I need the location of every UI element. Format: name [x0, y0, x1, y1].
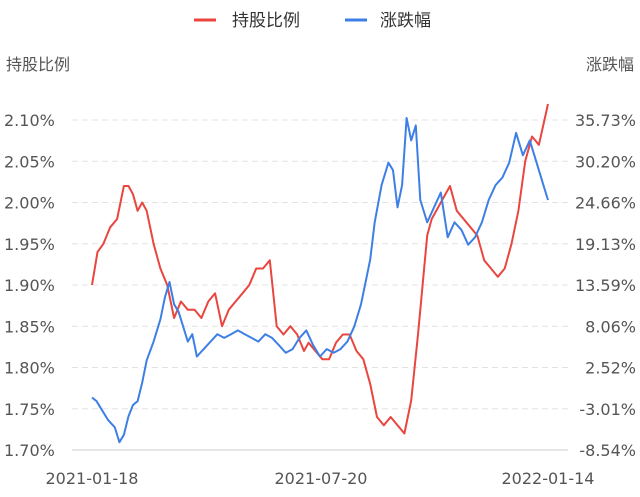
right-tick-label: 19.13%: [575, 235, 636, 254]
right-tick-label: 35.73%: [575, 111, 636, 130]
right-tick-label: 30.20%: [575, 152, 636, 171]
right-axis-title: 涨跌幅: [586, 55, 634, 74]
left-tick-label: 1.80%: [4, 359, 55, 378]
left-tick-label: 1.95%: [4, 235, 55, 254]
left-tick-label: 2.00%: [4, 194, 55, 213]
left-tick-label: 2.05%: [4, 152, 55, 171]
grid-lines: [72, 119, 568, 451]
x-tick-label: 2021-07-20: [275, 469, 368, 488]
legend-item-change-pct[interactable]: 涨跌幅: [345, 11, 431, 31]
left-tick-label: 1.75%: [4, 400, 55, 419]
left-axis-title: 持股比例: [6, 55, 70, 74]
right-tick-label: 2.52%: [585, 359, 636, 378]
x-axis-ticks: 2021-01-18 2021-07-20 2022-01-14: [46, 469, 595, 488]
legend-label-holding-ratio: 持股比例: [232, 11, 300, 31]
left-tick-label: 2.10%: [4, 111, 55, 130]
legend-label-change-pct: 涨跌幅: [380, 11, 431, 31]
legend[interactable]: 持股比例 涨跌幅: [194, 11, 431, 31]
left-tick-label: 1.85%: [4, 317, 55, 336]
left-axis-ticks: 2.10% 2.05% 2.00% 1.95% 1.90% 1.85% 1.80% 1.75%…: [4, 111, 55, 460]
x-tick-label: 2021-01-18: [46, 469, 139, 488]
series-lines: [91, 103, 549, 444]
left-tick-label: 1.70%: [4, 441, 55, 460]
right-tick-label: -3.01%: [579, 400, 636, 419]
legend-item-holding-ratio[interactable]: 持股比例: [194, 11, 300, 31]
x-tick-label: 2022-01-14: [502, 469, 595, 488]
right-tick-label: -8.54%: [579, 441, 636, 460]
left-tick-label: 1.90%: [4, 276, 55, 295]
right-axis-ticks: 35.73% 30.20% 24.66% 19.13% 13.59% 8.06% 2.52%…: [575, 111, 636, 460]
right-tick-label: 13.59%: [575, 276, 636, 295]
right-tick-label: 24.66%: [575, 194, 636, 213]
series-line-change-pct: [91, 117, 549, 444]
right-tick-label: 8.06%: [585, 317, 636, 336]
series-line-holding-ratio: [91, 103, 549, 435]
